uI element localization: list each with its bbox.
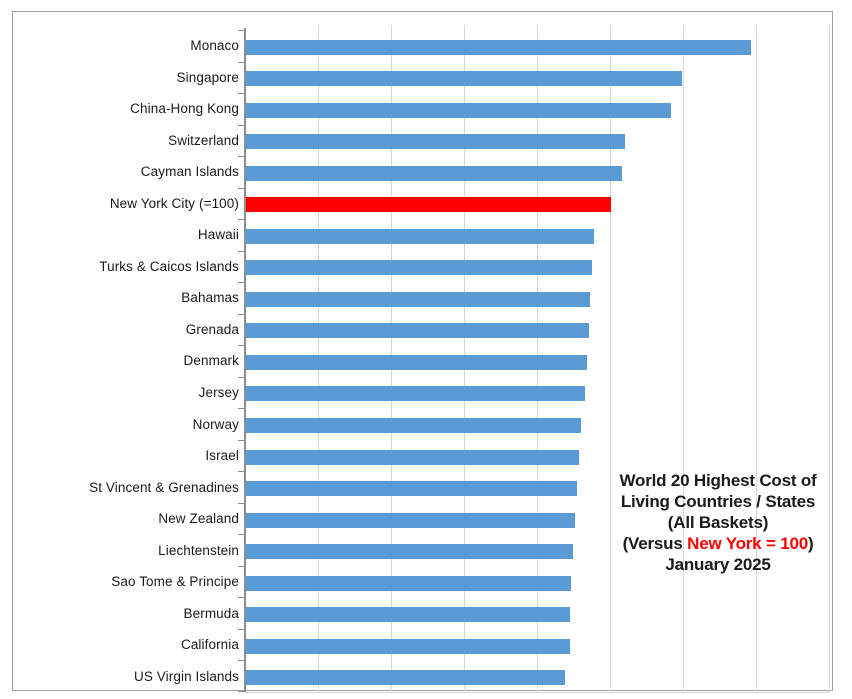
gridline	[756, 25, 757, 692]
gridline	[610, 25, 611, 692]
chart-title-line: (Versus New York = 100)	[593, 533, 843, 554]
chart-title: World 20 Highest Cost of Living Countries…	[593, 470, 843, 575]
axis-tick	[238, 691, 245, 692]
axis-tick	[238, 534, 245, 536]
bar	[246, 134, 625, 150]
category-axis-labels: Monaco Singapore China-Hong Kong Switzerlan…	[29, 30, 239, 692]
chart-title-text: Living Countries / States	[620, 492, 816, 511]
chart-frame: Monaco Singapore China-Hong Kong Switzerlan…	[12, 11, 833, 693]
bar	[246, 449, 580, 465]
bar	[246, 323, 589, 339]
bar	[246, 260, 593, 276]
bar	[246, 39, 751, 55]
bar	[246, 71, 682, 87]
bar	[246, 354, 587, 370]
axis-tick	[238, 439, 245, 441]
chart-title-line: World 20 Highest Cost of	[593, 470, 843, 491]
bar	[246, 670, 565, 686]
category-label: Bahamas	[181, 290, 239, 306]
axis-tick	[238, 471, 245, 473]
bar	[246, 102, 671, 118]
category-label: Israel	[205, 448, 239, 464]
axis-tick	[238, 219, 245, 221]
chart-title-text: World 20 Highest Cost of	[619, 471, 817, 490]
bar	[246, 544, 574, 560]
category-label: New Zealand	[158, 511, 239, 527]
axis-tick	[238, 565, 245, 567]
category-label: Switzerland	[168, 132, 239, 148]
category-label: Grenada	[185, 321, 239, 337]
category-label: Singapore	[176, 69, 239, 85]
axis-tick	[238, 93, 245, 95]
axis-tick	[238, 597, 245, 599]
axis-tick	[238, 313, 245, 315]
axis-tick	[238, 282, 245, 284]
bar	[246, 512, 576, 528]
axis-tick	[238, 250, 245, 252]
chart-title-text: )	[807, 534, 814, 553]
bar	[246, 386, 586, 402]
bar	[246, 575, 572, 591]
category-label: Denmark	[183, 353, 239, 369]
axis-tick	[238, 502, 245, 504]
category-label: St Vincent & Grenadines	[89, 479, 239, 495]
chart-title-line: (All Baskets)	[593, 512, 843, 533]
category-label: Sao Tome & Principe	[111, 574, 239, 590]
chart-title-text: (All Baskets)	[667, 513, 769, 532]
axis-tick	[238, 376, 245, 378]
category-label: New York City (=100)	[109, 195, 239, 211]
axis-tick	[238, 30, 245, 31]
category-label: Bermuda	[183, 605, 239, 621]
plot-area: World 20 Highest Cost of Living Countries…	[238, 25, 830, 693]
category-label: Hawaii	[197, 227, 239, 243]
category-label: California	[180, 637, 239, 653]
bar	[246, 607, 571, 623]
axis-tick	[238, 660, 245, 662]
category-label: Monaco	[190, 38, 239, 54]
bar-highlight	[246, 197, 611, 213]
category-label: US Virgin Islands	[134, 668, 239, 684]
axis-tick	[238, 187, 245, 189]
bar	[246, 417, 582, 433]
axis-tick	[238, 61, 245, 63]
chart-title-text: (Versus	[622, 534, 688, 553]
gridline	[683, 25, 684, 692]
category-label: Turks & Caicos Islands	[99, 258, 239, 274]
chart-title-text: January 2025	[665, 555, 771, 574]
axis-tick	[238, 124, 245, 126]
chart-title-line: January 2025	[593, 554, 843, 575]
category-label: Jersey	[198, 385, 239, 400]
bar	[246, 638, 570, 654]
chart-title-highlight: New York = 100	[687, 534, 808, 553]
axis-tick	[238, 345, 245, 347]
category-axis-line	[244, 28, 246, 692]
category-label: Cayman Islands	[140, 164, 239, 180]
bar	[246, 165, 622, 181]
axis-tick	[238, 156, 245, 158]
category-label: China-Hong Kong	[130, 101, 239, 117]
bar	[246, 291, 591, 307]
bar	[246, 228, 595, 244]
chart-title-line: Living Countries / States	[593, 491, 843, 512]
bar	[246, 481, 578, 497]
category-label: Liechtenstein	[158, 542, 239, 558]
axis-tick	[238, 628, 245, 630]
gridline	[829, 25, 830, 692]
category-label: Norway	[192, 416, 239, 432]
axis-tick	[238, 408, 245, 410]
